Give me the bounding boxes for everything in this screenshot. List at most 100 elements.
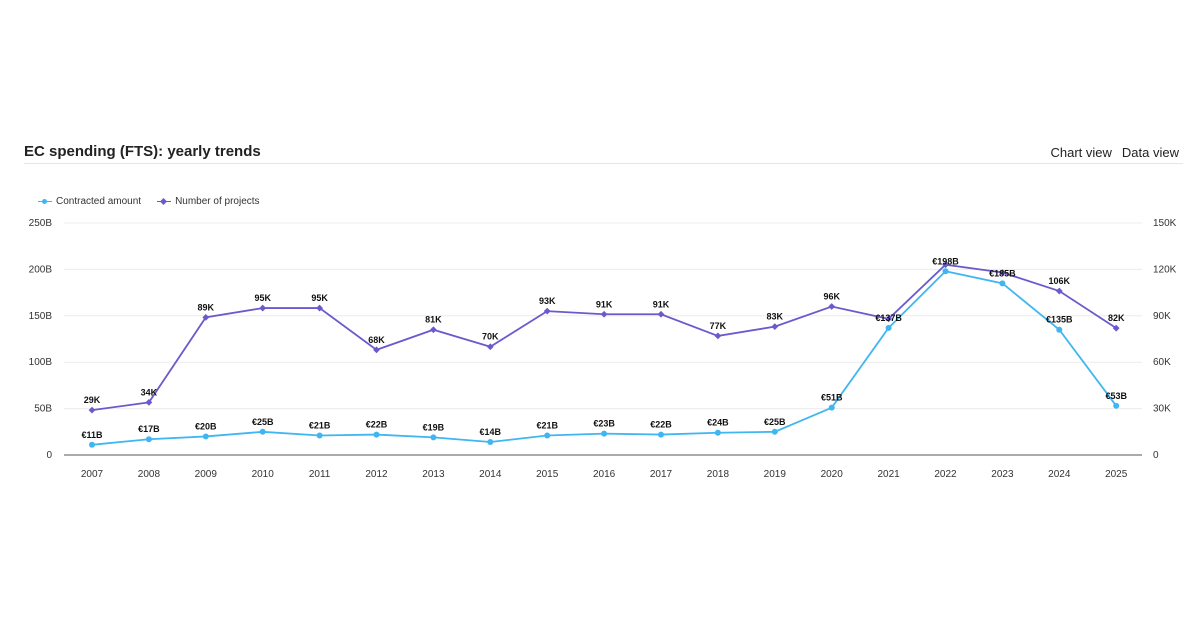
- contracted-point: [942, 268, 949, 275]
- x-tick-label: 2019: [764, 469, 787, 480]
- y-right-tick-label: 0: [1153, 450, 1159, 461]
- contracted-data-label: €135B: [1046, 315, 1073, 325]
- x-tick-label: 2010: [252, 469, 275, 480]
- projects-point: [714, 332, 722, 340]
- y-right-tick-label: 120K: [1153, 264, 1177, 275]
- contracted-legend-icon: [38, 197, 52, 207]
- contracted-point: [1113, 402, 1120, 409]
- x-tick-label: 2013: [422, 469, 445, 480]
- contracted-point: [771, 428, 778, 435]
- projects-data-label: 93K: [539, 296, 556, 306]
- projects-point: [373, 346, 380, 354]
- projects-point: [1055, 287, 1063, 295]
- projects-line: [91, 263, 1117, 412]
- chart-view-tab[interactable]: Chart view: [1050, 145, 1112, 160]
- contracted-data-label: €137B: [875, 313, 902, 323]
- x-tick-label: 2020: [821, 469, 844, 480]
- x-tick-label: 2009: [195, 469, 218, 480]
- x-tick-label: 2018: [707, 469, 730, 480]
- y-right-tick-label: 90K: [1153, 311, 1171, 322]
- y-left-tick-label: 100B: [29, 357, 53, 368]
- x-tick-label: 2015: [536, 469, 559, 480]
- x-tick-label: 2022: [934, 469, 957, 480]
- contracted-data-label: €24B: [707, 418, 729, 428]
- x-tick-label: 2007: [81, 469, 104, 480]
- x-tick-label: 2025: [1105, 469, 1128, 480]
- x-tick-label: 2014: [479, 469, 502, 480]
- y-left-tick-label: 50B: [34, 404, 52, 415]
- contracted-data-label: €11B: [81, 430, 103, 440]
- projects-data-label: 91K: [653, 299, 670, 309]
- contracted-point: [828, 404, 835, 411]
- chart-header: EC spending (FTS): yearly trends Chart v…: [24, 141, 1183, 164]
- y-right-tick-label: 60K: [1153, 357, 1171, 368]
- projects-point: [145, 399, 153, 406]
- contracted-point: [999, 280, 1006, 287]
- projects-data-label: 81K: [425, 315, 442, 325]
- projects-data-label: 77K: [710, 321, 727, 331]
- projects-point: [771, 323, 779, 331]
- projects-data-label: 96K: [823, 292, 840, 302]
- contracted-point: [601, 430, 608, 437]
- projects-point: [430, 326, 437, 334]
- x-tick-label: 2017: [650, 469, 673, 480]
- chart-title: EC spending (FTS): yearly trends: [24, 143, 261, 160]
- contracted-point: [316, 432, 323, 439]
- contracted-data-label: €22B: [366, 420, 388, 430]
- legend-item-contracted[interactable]: Contracted amount: [38, 196, 141, 207]
- projects-data-label: 89K: [198, 302, 215, 312]
- projects-data-label: 82K: [1108, 313, 1125, 323]
- legend-label-contracted: Contracted amount: [56, 196, 142, 207]
- contracted-data-label: €14B: [480, 427, 502, 437]
- projects-data-label: 70K: [482, 332, 499, 342]
- x-tick-label: 2021: [877, 469, 900, 480]
- contracted-data-label: €185B: [989, 268, 1016, 278]
- contracted-data-label: €19B: [423, 422, 445, 432]
- y-left-tick-label: 0: [46, 450, 52, 461]
- contracted-point: [1056, 326, 1063, 333]
- contracted-point: [658, 431, 664, 438]
- projects-data-label: 29K: [84, 395, 101, 405]
- projects-data-label: 83K: [767, 312, 784, 322]
- contracted-data-label: €25B: [764, 417, 786, 427]
- projects-data-label: 68K: [368, 335, 385, 345]
- x-tick-label: 2008: [138, 469, 161, 480]
- contracted-data-label: €22B: [650, 420, 672, 430]
- projects-point: [885, 315, 892, 323]
- projects-data-label: 34K: [141, 387, 158, 397]
- contracted-data-label: €17B: [138, 424, 160, 434]
- projects-point: [259, 304, 267, 312]
- projects-point: [88, 406, 96, 414]
- contracted-point: [487, 439, 494, 446]
- projects-data-label: 106K: [1049, 276, 1071, 286]
- contracted-data-label: €198B: [932, 256, 959, 266]
- contracted-point: [430, 434, 437, 441]
- data-view-tab[interactable]: Data view: [1121, 145, 1179, 160]
- contracted-point: [202, 433, 209, 440]
- contracted-point: [259, 428, 266, 435]
- contracted-data-label: €53B: [1105, 391, 1127, 401]
- projects-point: [486, 343, 494, 351]
- projects-data-label: 91K: [596, 299, 613, 309]
- contracted-point: [145, 436, 152, 443]
- legend-item-projects[interactable]: Number of projects: [157, 196, 260, 207]
- projects-point: [828, 303, 836, 310]
- projects-point: [600, 310, 608, 318]
- x-tick-label: 2012: [365, 469, 388, 480]
- contracted-point: [544, 432, 551, 439]
- y-right-tick-label: 150K: [1153, 218, 1177, 229]
- x-tick-label: 2023: [991, 469, 1014, 480]
- projects-point: [202, 313, 210, 321]
- y-left-tick-label: 200B: [29, 264, 53, 275]
- x-tick-label: 2024: [1048, 469, 1071, 480]
- y-right-tick-label: 30K: [1153, 404, 1171, 415]
- contracted-data-label: €25B: [252, 417, 274, 427]
- projects-point: [657, 310, 665, 318]
- contracted-data-label: €20B: [195, 421, 217, 431]
- x-tick-label: 2011: [309, 469, 331, 480]
- contracted-data-label: €23B: [593, 419, 615, 429]
- chart-legend: Contracted amount Number of projects: [38, 196, 260, 207]
- projects-legend-icon: [157, 197, 172, 207]
- y-left-tick-label: 150B: [29, 311, 53, 322]
